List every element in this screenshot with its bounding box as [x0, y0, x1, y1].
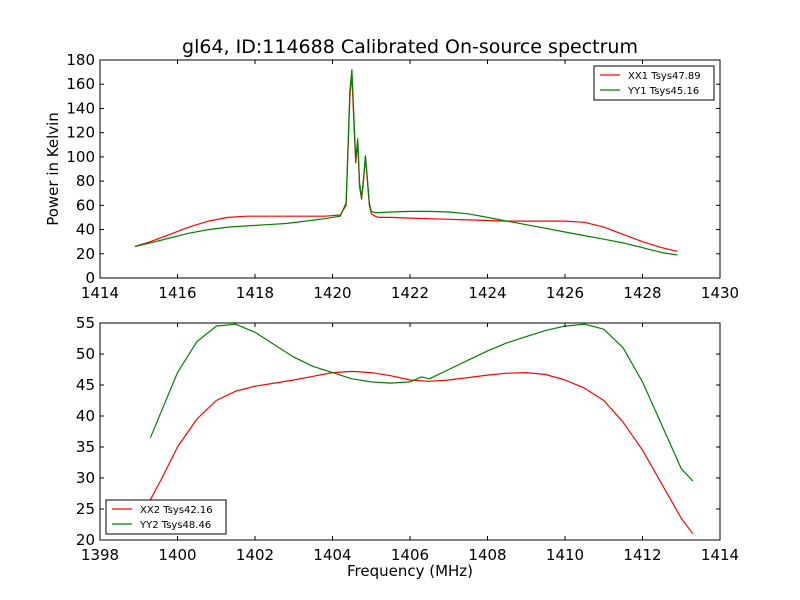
- y-axis-label-top: Power in Kelvin: [44, 112, 62, 226]
- bottom-legend-label-1: XX2 Tsys42.16: [140, 505, 213, 516]
- top-y-tick-label: 120: [66, 124, 95, 142]
- top-x-tick-label: 1428: [623, 284, 661, 302]
- top-y-tick-label: 140: [66, 99, 95, 117]
- bottom-legend-label-2: YY2 Tsys48.46: [139, 520, 211, 531]
- bottom-series-line-1: [149, 370, 694, 535]
- top-series-line-2: [134, 69, 678, 256]
- bottom-y-tick-label: 30: [76, 469, 95, 487]
- bottom-x-tick-label: 1414: [701, 546, 739, 564]
- top-legend-box: [593, 65, 715, 101]
- top-x-tick-label: 1422: [391, 284, 429, 302]
- bottom-y-tick-label: 45: [76, 376, 95, 394]
- chart-title: gl64, ID:114688 Calibrated On-source spe…: [182, 36, 638, 58]
- bottom-x-tick-label: 1412: [623, 546, 661, 564]
- bottom-panel: 1398 1400 1402 1404 1406 1408 1410 1412 1414 20 25…: [76, 314, 739, 564]
- bottom-x-tick-label: 1404: [313, 546, 351, 564]
- bottom-y-tick-label: 35: [76, 438, 95, 456]
- top-y-tick-label: 60: [76, 196, 95, 214]
- top-x-tick-label: 1420: [313, 284, 351, 302]
- top-series-line-1: [134, 73, 678, 252]
- top-y-tick-label: 0: [85, 269, 95, 287]
- top-x-tick-label: 1416: [158, 284, 196, 302]
- top-x-tick-label: 1414: [81, 284, 119, 302]
- bottom-y-tick-label: 50: [76, 345, 95, 363]
- top-y-tick-label: 160: [66, 75, 95, 93]
- top-y-tick-label: 180: [66, 51, 95, 69]
- bottom-x-tick-label: 1408: [468, 546, 506, 564]
- top-x-tick-label: 1418: [236, 284, 274, 302]
- top-x-tick-label: 1430: [701, 284, 739, 302]
- top-y-tick-label: 20: [76, 245, 95, 263]
- x-axis-label: Frequency (MHz): [347, 562, 473, 580]
- top-x-tick-label: 1426: [546, 284, 584, 302]
- top-y-tick-label: 40: [76, 221, 95, 239]
- top-y-tick-label: 100: [66, 148, 95, 166]
- bottom-series-line-2: [149, 323, 694, 482]
- bottom-y-tick-label: 40: [76, 407, 95, 425]
- bottom-legend-box: [105, 499, 227, 535]
- top-legend-label-2: YY1 Tsys45.16: [627, 86, 699, 97]
- bottom-x-tick-label: 1400: [158, 546, 196, 564]
- bottom-y-tick-label: 25: [76, 500, 95, 518]
- bottom-x-tick-label: 1410: [546, 546, 584, 564]
- top-y-tick-label: 80: [76, 172, 95, 190]
- top-x-tick-label: 1424: [468, 284, 506, 302]
- top-panel: 1414 1416 1418 1420 1422 1424 1426 1428 1430 0 20 4…: [66, 51, 739, 302]
- bottom-x-tick-label: 1406: [391, 546, 429, 564]
- bottom-x-tick-label: 1402: [236, 546, 274, 564]
- bottom-y-tick-label: 20: [76, 531, 95, 549]
- bottom-x-tick-label: 1398: [81, 546, 119, 564]
- bottom-y-tick-label: 55: [76, 314, 95, 332]
- top-legend-label-1: XX1 Tsys47.89: [628, 71, 701, 82]
